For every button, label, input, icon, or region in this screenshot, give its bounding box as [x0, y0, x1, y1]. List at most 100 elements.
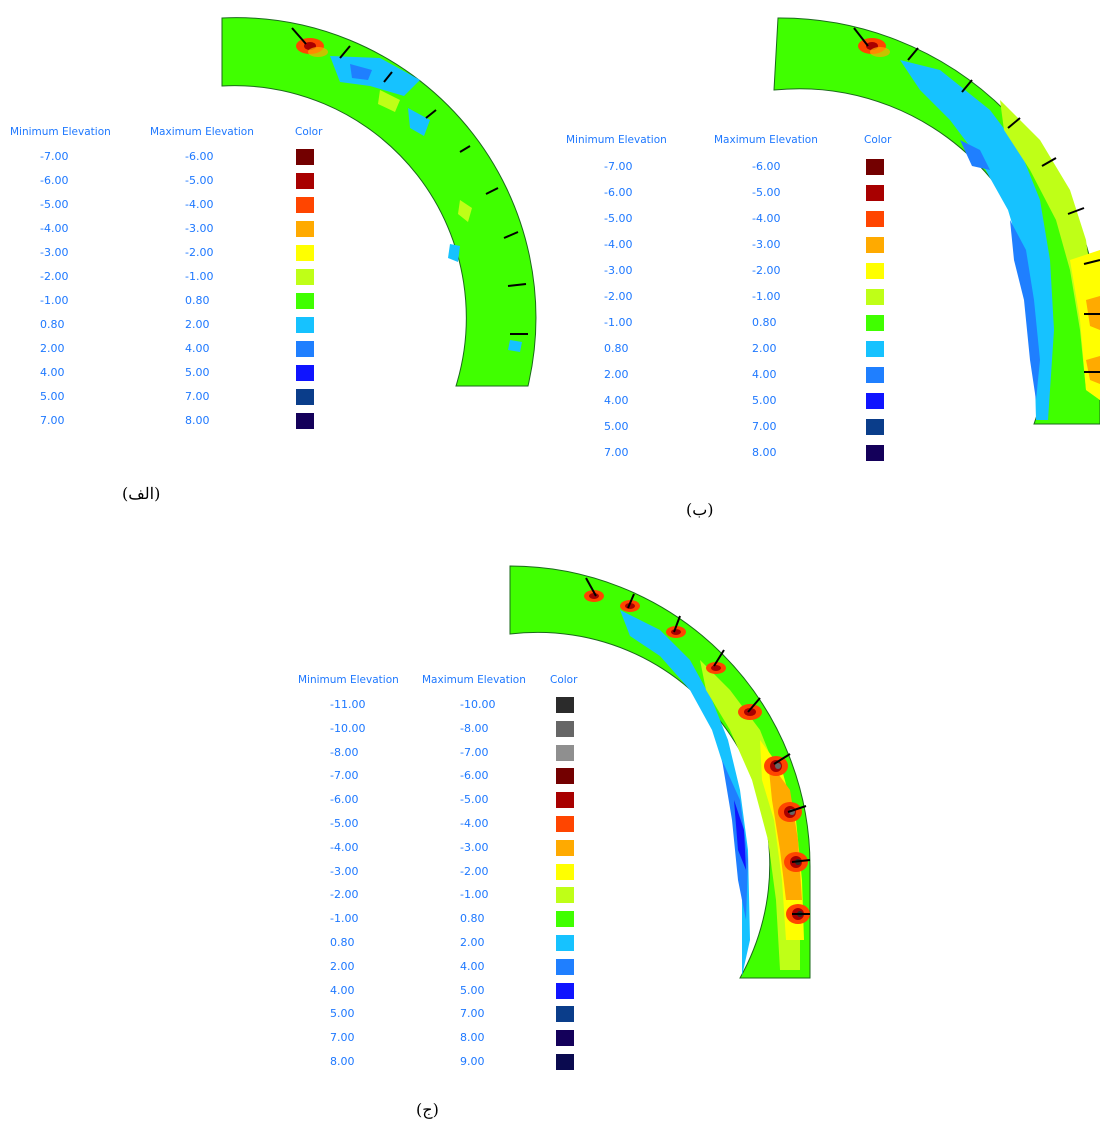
legend-header-color: Color: [864, 134, 892, 146]
legend-color-swatch: [866, 393, 884, 409]
legend-max-value: 0.80: [460, 912, 485, 926]
legend-min-value: -4.00: [40, 222, 69, 235]
legend-color-swatch: [866, 445, 884, 461]
legend-max-value: -1.00: [752, 290, 781, 303]
legend-color-swatch: [556, 816, 574, 832]
legend-max-value: 7.00: [185, 390, 210, 403]
legend-max-value: -5.00: [460, 793, 489, 807]
legend-max-value: 4.00: [460, 959, 485, 973]
legend-color-swatch: [296, 221, 314, 237]
blue-zone-c2: [722, 760, 748, 920]
legend-color-swatch: [556, 792, 574, 809]
legend-header-color: Color: [295, 126, 323, 138]
legend-color-swatch: [556, 863, 574, 880]
legend-color-swatch: [296, 389, 314, 405]
legend-min-value: 4.00: [604, 394, 629, 407]
legend-color-swatch: [866, 367, 884, 383]
legend-max-value: -1.00: [460, 888, 489, 902]
legend-min-value: -2.00: [330, 888, 359, 902]
legend-color-swatch: [296, 149, 314, 165]
legend-color-swatch: [296, 293, 314, 309]
legend-header-max: Maximum Elevation: [150, 126, 254, 138]
blue-zone-a2: [350, 64, 372, 80]
legend-min-value: 4.00: [330, 983, 355, 997]
legend-max-value: -2.00: [185, 246, 214, 259]
legend-min-value: -10.00: [330, 721, 366, 735]
legend-color-swatch: [866, 315, 884, 331]
legend-min-value: 0.80: [604, 342, 629, 355]
legend-max-value: -7.00: [460, 745, 489, 759]
legend-color-swatch: [866, 419, 884, 435]
legend-max-value: -4.00: [460, 817, 489, 830]
spur-dikes-c: [585, 577, 811, 915]
yellow-band-c: [700, 660, 800, 970]
legend-color-swatch: [296, 197, 314, 213]
legend-max-value: -5.00: [752, 186, 781, 199]
legend-min-value: -3.00: [330, 864, 359, 878]
legend-min-value: -6.00: [604, 186, 633, 199]
legend-max-value: 2.00: [752, 342, 777, 355]
legend-max-value: -10.00: [460, 698, 496, 711]
legend-color-swatch: [556, 1006, 574, 1023]
legend-max-value: 0.80: [185, 294, 210, 307]
legend-color-swatch: [556, 887, 574, 904]
legend-min-value: 8.00: [330, 1055, 355, 1068]
legend-max-value: 9.00: [460, 1055, 485, 1068]
legend-header-min: Minimum Elevation: [298, 674, 399, 686]
legend-min-value: -1.00: [604, 316, 633, 329]
spur-dikes-b: [853, 27, 1100, 373]
legend-min-value: -4.00: [330, 840, 359, 854]
legend-min-value: -2.00: [604, 290, 633, 303]
legend-max-value: -3.00: [460, 840, 489, 854]
legend-color-swatch: [556, 958, 574, 975]
legend-max-value: 7.00: [752, 420, 777, 433]
legend-min-value: 0.80: [40, 318, 65, 331]
legend-min-value: -7.00: [40, 150, 69, 163]
legend-max-value: -2.00: [752, 264, 781, 277]
legend-header-min: Minimum Elevation: [566, 134, 667, 146]
legend-color-swatch: [556, 720, 574, 737]
legend-header-color: Color: [550, 674, 578, 686]
blue-zone-b: [900, 60, 1054, 420]
legend-color-swatch: [556, 1054, 574, 1070]
legend-min-value: -1.00: [330, 912, 359, 926]
legend-min-value: -2.00: [40, 270, 69, 283]
legend-color-swatch: [296, 173, 314, 189]
legend-min-value: -6.00: [330, 793, 359, 807]
legend-color-swatch: [556, 911, 574, 928]
legend-min-value: 5.00: [604, 420, 629, 433]
legend-max-value: -6.00: [185, 150, 214, 163]
legend-min-value: -3.00: [604, 264, 633, 277]
legend-max-value: -2.00: [460, 864, 489, 878]
legend-max-value: 8.00: [752, 446, 777, 459]
legend-min-value: -5.00: [604, 212, 633, 225]
legend-color-swatch: [866, 237, 884, 253]
legend-min-value: -11.00: [330, 698, 366, 711]
legend-max-value: -5.00: [185, 174, 214, 187]
yellow-zone-a2: [458, 200, 472, 222]
legend-max-value: 2.00: [185, 318, 210, 331]
legend-color-swatch: [866, 289, 884, 305]
legend-min-value: -5.00: [330, 817, 359, 830]
legend-color-swatch: [296, 341, 314, 357]
legend-color-swatch: [296, 317, 314, 333]
legend-max-value: 5.00: [185, 366, 210, 379]
blue-zone-a3: [408, 108, 430, 136]
legend-min-value: 4.00: [40, 366, 65, 379]
legend-min-value: 7.00: [40, 414, 65, 427]
bend-channel-c: [509, 565, 811, 979]
legend-color-swatch: [296, 413, 314, 429]
legend-max-value: 0.80: [752, 316, 777, 329]
legend-min-value: -3.00: [40, 246, 69, 259]
legend-max-value: 4.00: [752, 368, 777, 381]
legend-max-value: 5.00: [752, 394, 777, 407]
caption-a: (الف): [122, 484, 161, 503]
legend-max-value: -8.00: [460, 721, 489, 735]
legend-max-value: 5.00: [460, 983, 485, 997]
blue-zone-c: [620, 610, 750, 976]
caption-b: (ب): [686, 500, 714, 519]
legend-min-value: 2.00: [330, 959, 355, 973]
